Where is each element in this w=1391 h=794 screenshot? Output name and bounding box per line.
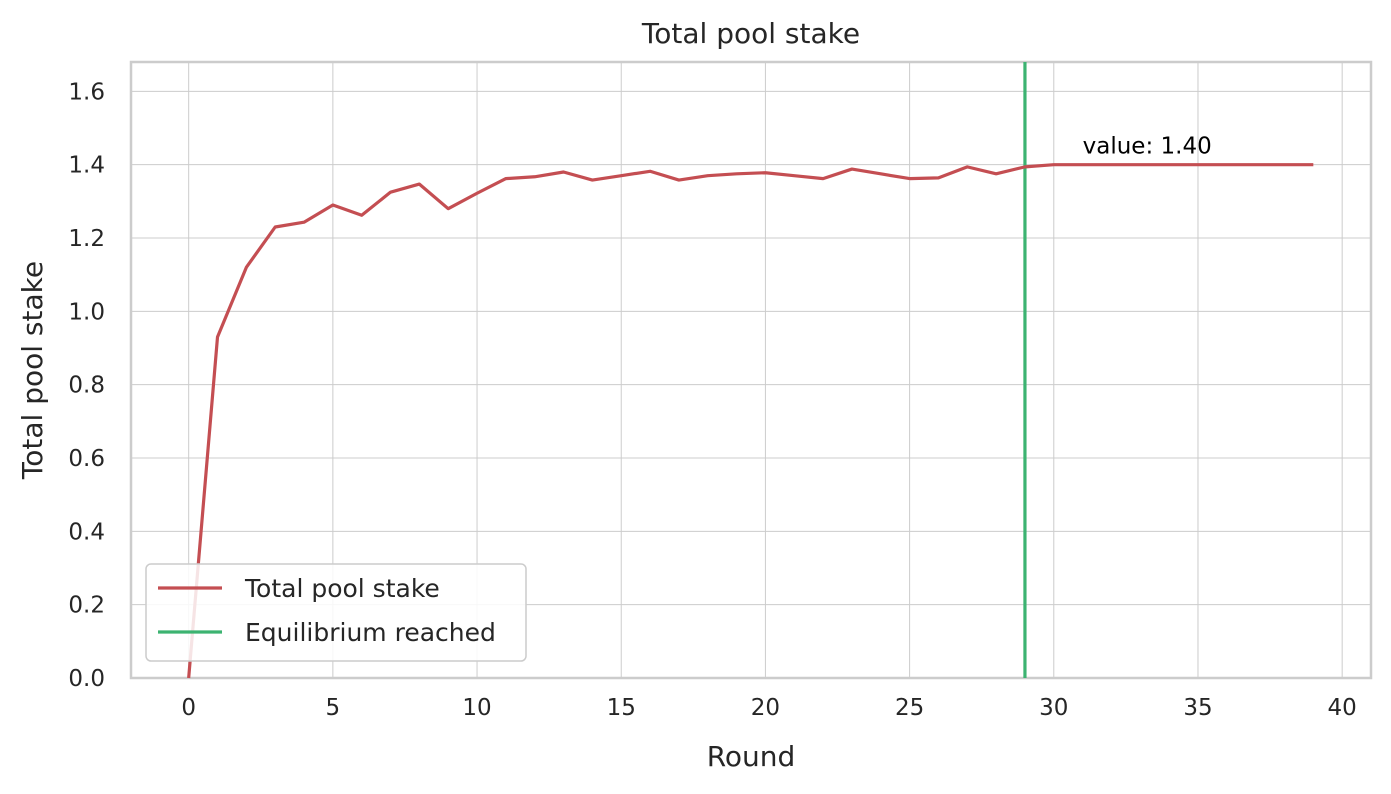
x-tick-label: 40 [1328,695,1357,721]
y-tick-labels: 0.0 0.2 0.4 0.6 0.8 1.0 1.2 1.4 1.6 [68,79,105,692]
x-tick-label: 5 [326,695,341,721]
series-line-total-pool-stake [187,163,1314,679]
x-tick-label: 25 [895,695,924,721]
y-tick-label: 0.4 [68,519,105,545]
legend-box [145,563,527,662]
x-tick-label: 20 [751,695,780,721]
y-tick-label: 1.2 [68,226,105,252]
y-tick-label: 1.6 [68,79,105,105]
chart-title: Total pool stake [641,17,860,50]
legend-label-total-pool-stake: Total pool stake [244,574,440,603]
legend-label-equilibrium-reached: Equilibrium reached [245,618,496,647]
y-tick-label: 0.6 [68,446,105,472]
y-tick-label: 0.2 [68,593,105,619]
x-tick-labels: 0 5 10 15 20 25 30 35 40 [181,695,1356,721]
legend: Total pool stake Equilibrium reached [145,563,527,662]
x-tick-label: 30 [1039,695,1068,721]
y-tick-label: 0.8 [68,373,105,399]
y-tick-label: 0.0 [68,666,105,692]
x-tick-label: 0 [181,695,196,721]
y-tick-label: 1.4 [68,153,105,179]
value-annotation: value: 1.40 [1083,134,1212,160]
x-tick-label: 35 [1183,695,1212,721]
x-axis-label: Round [707,740,796,773]
plot-frame [129,60,1373,680]
y-axis-label: Total pool stake [16,261,49,480]
x-tick-label: 10 [462,695,491,721]
x-tick-label: 15 [607,695,636,721]
series-layer [187,62,1314,679]
y-tick-label: 1.0 [68,299,105,325]
